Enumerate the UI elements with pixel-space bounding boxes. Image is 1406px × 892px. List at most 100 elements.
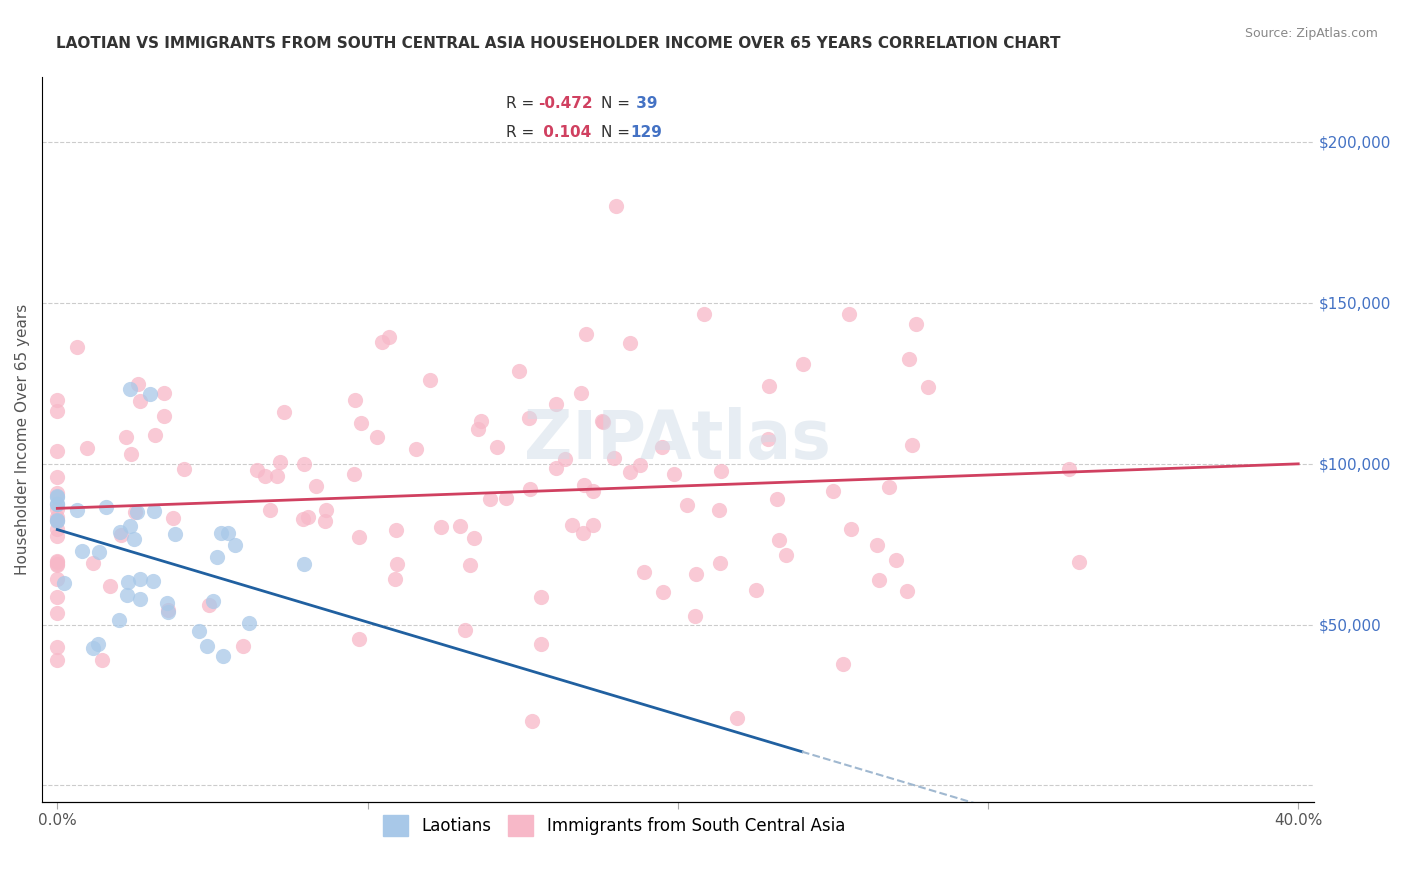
Immigrants from South Central Asia bbox=[292, 457, 315, 471]
Immigrants from South Central Asia bbox=[693, 307, 716, 321]
Immigrants from South Central Asia bbox=[82, 556, 104, 570]
Immigrants from South Central Asia bbox=[46, 640, 69, 654]
Immigrants from South Central Asia bbox=[554, 452, 576, 467]
Immigrants from South Central Asia bbox=[76, 441, 98, 455]
Immigrants from South Central Asia bbox=[246, 463, 269, 477]
Immigrants from South Central Asia bbox=[46, 509, 69, 524]
Immigrants from South Central Asia bbox=[291, 512, 314, 526]
Immigrants from South Central Asia bbox=[1057, 462, 1080, 476]
Immigrants from South Central Asia bbox=[561, 518, 583, 533]
Immigrants from South Central Asia bbox=[709, 556, 731, 570]
Immigrants from South Central Asia bbox=[839, 522, 862, 536]
Text: ZIPAtlas: ZIPAtlas bbox=[524, 407, 831, 473]
Laotians bbox=[46, 497, 69, 511]
Text: N =: N = bbox=[602, 125, 636, 139]
Immigrants from South Central Asia bbox=[592, 415, 614, 429]
Immigrants from South Central Asia bbox=[652, 584, 675, 599]
Immigrants from South Central Asia bbox=[766, 491, 789, 506]
Immigrants from South Central Asia bbox=[259, 502, 281, 516]
Immigrants from South Central Asia bbox=[575, 327, 598, 342]
Immigrants from South Central Asia bbox=[66, 340, 89, 354]
Immigrants from South Central Asia bbox=[315, 502, 337, 516]
Text: Source: ZipAtlas.com: Source: ZipAtlas.com bbox=[1244, 27, 1378, 40]
Immigrants from South Central Asia bbox=[685, 609, 707, 624]
Laotians bbox=[211, 649, 233, 664]
Laotians bbox=[139, 387, 162, 401]
Immigrants from South Central Asia bbox=[725, 711, 748, 725]
Immigrants from South Central Asia bbox=[314, 514, 336, 528]
Immigrants from South Central Asia bbox=[343, 467, 366, 481]
Laotians bbox=[156, 605, 179, 619]
Laotians bbox=[87, 637, 110, 651]
Laotians bbox=[46, 514, 69, 528]
Laotians bbox=[142, 504, 165, 518]
Immigrants from South Central Asia bbox=[582, 518, 605, 533]
Laotians bbox=[217, 525, 239, 540]
Immigrants from South Central Asia bbox=[775, 548, 797, 562]
Laotians bbox=[117, 574, 139, 589]
Immigrants from South Central Asia bbox=[866, 538, 889, 552]
Immigrants from South Central Asia bbox=[46, 558, 69, 573]
Immigrants from South Central Asia bbox=[495, 491, 517, 505]
Immigrants from South Central Asia bbox=[347, 530, 370, 544]
Laotians bbox=[52, 576, 75, 591]
Laotians bbox=[46, 489, 69, 503]
Immigrants from South Central Asia bbox=[157, 603, 180, 617]
Immigrants from South Central Asia bbox=[297, 509, 319, 524]
Immigrants from South Central Asia bbox=[896, 583, 918, 598]
Immigrants from South Central Asia bbox=[768, 533, 790, 547]
Immigrants from South Central Asia bbox=[486, 440, 509, 454]
Immigrants from South Central Asia bbox=[128, 393, 150, 408]
Immigrants from South Central Asia bbox=[904, 317, 927, 331]
Immigrants from South Central Asia bbox=[877, 480, 900, 494]
Immigrants from South Central Asia bbox=[519, 483, 541, 497]
Text: 129: 129 bbox=[631, 125, 662, 139]
Immigrants from South Central Asia bbox=[232, 640, 254, 654]
Immigrants from South Central Asia bbox=[98, 579, 121, 593]
Immigrants from South Central Asia bbox=[46, 502, 69, 516]
Immigrants from South Central Asia bbox=[127, 377, 149, 392]
Immigrants from South Central Asia bbox=[385, 557, 408, 571]
Immigrants from South Central Asia bbox=[664, 467, 686, 481]
Immigrants from South Central Asia bbox=[449, 518, 471, 533]
Immigrants from South Central Asia bbox=[544, 461, 567, 475]
Immigrants from South Central Asia bbox=[273, 405, 295, 419]
Immigrants from South Central Asia bbox=[115, 430, 138, 444]
Immigrants from South Central Asia bbox=[685, 566, 707, 581]
Immigrants from South Central Asia bbox=[350, 416, 373, 430]
Laotians bbox=[46, 497, 69, 511]
Immigrants from South Central Asia bbox=[529, 590, 551, 604]
Immigrants from South Central Asia bbox=[508, 364, 530, 378]
Laotians bbox=[292, 558, 315, 572]
Immigrants from South Central Asia bbox=[628, 458, 651, 472]
Immigrants from South Central Asia bbox=[46, 470, 69, 484]
Laotians bbox=[124, 532, 146, 546]
Immigrants from South Central Asia bbox=[143, 428, 166, 442]
Immigrants from South Central Asia bbox=[46, 444, 69, 458]
Immigrants from South Central Asia bbox=[901, 438, 924, 452]
Laotians bbox=[87, 545, 110, 559]
Immigrants from South Central Asia bbox=[602, 451, 624, 466]
Immigrants from South Central Asia bbox=[520, 714, 543, 728]
Immigrants from South Central Asia bbox=[46, 555, 69, 569]
Immigrants from South Central Asia bbox=[744, 582, 766, 597]
Immigrants from South Central Asia bbox=[651, 440, 673, 454]
Y-axis label: Householder Income Over 65 years: Householder Income Over 65 years bbox=[15, 304, 30, 575]
Immigrants from South Central Asia bbox=[572, 477, 595, 491]
Immigrants from South Central Asia bbox=[46, 573, 69, 587]
Immigrants from South Central Asia bbox=[46, 529, 69, 543]
Immigrants from South Central Asia bbox=[897, 351, 920, 366]
Immigrants from South Central Asia bbox=[633, 565, 655, 579]
Immigrants from South Central Asia bbox=[619, 465, 641, 479]
Legend: Laotians, Immigrants from South Central Asia: Laotians, Immigrants from South Central … bbox=[375, 807, 853, 844]
Laotians bbox=[118, 382, 141, 396]
Laotians bbox=[156, 596, 179, 610]
Immigrants from South Central Asia bbox=[253, 468, 276, 483]
Immigrants from South Central Asia bbox=[832, 657, 855, 671]
Immigrants from South Central Asia bbox=[823, 484, 845, 499]
Immigrants from South Central Asia bbox=[479, 492, 502, 507]
Immigrants from South Central Asia bbox=[344, 393, 367, 408]
Immigrants from South Central Asia bbox=[124, 505, 146, 519]
Immigrants from South Central Asia bbox=[46, 403, 69, 417]
Immigrants from South Central Asia bbox=[1069, 555, 1091, 569]
